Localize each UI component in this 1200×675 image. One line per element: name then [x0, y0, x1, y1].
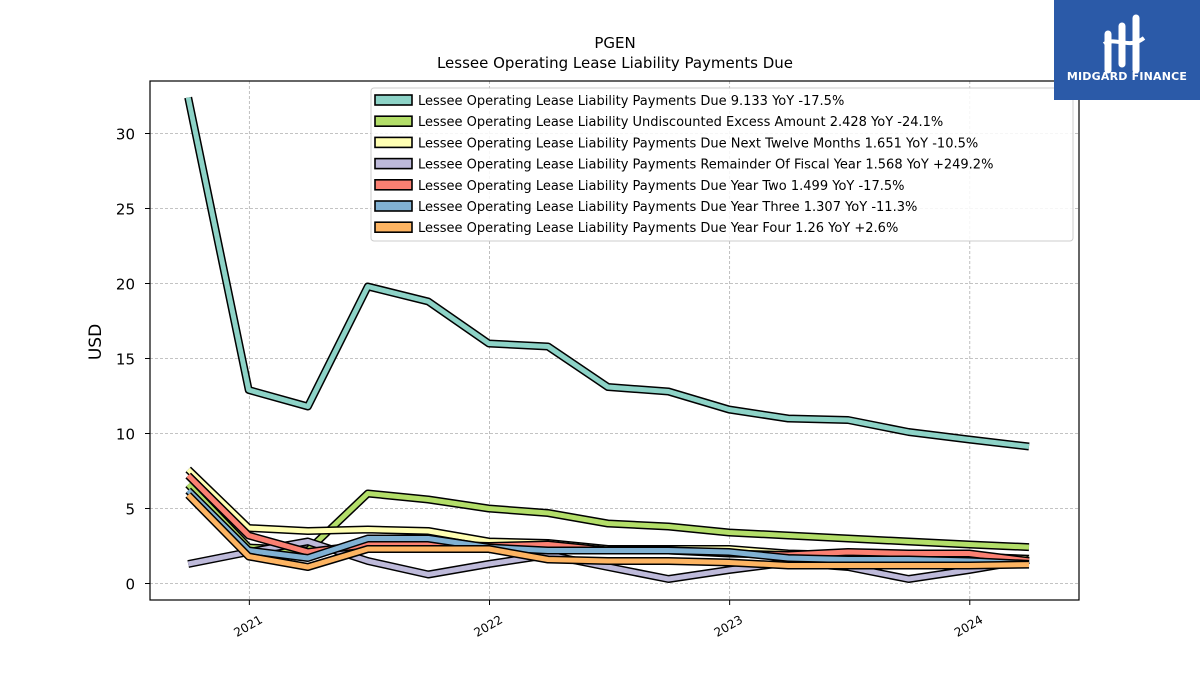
y-tick-label: 20	[116, 276, 135, 294]
series-line-fill	[185, 96, 1030, 449]
series-line-fill	[186, 488, 1030, 567]
y-tick-label: 0	[125, 576, 135, 594]
plot-frame	[149, 80, 1080, 601]
series-line-6	[185, 487, 1030, 568]
y-tick-label: 5	[125, 501, 135, 519]
legend-swatch	[374, 179, 413, 191]
brand-logo: MIDGARD FINANCE	[1054, 0, 1200, 100]
legend: Lessee Operating Lease Liability Payment…	[370, 87, 1074, 242]
x-tick-label: 2022	[472, 612, 505, 639]
x-tick-label: 2021	[231, 612, 264, 639]
legend-entry: Lessee Operating Lease Liability Payment…	[418, 221, 898, 236]
x-tick-label: 2023	[712, 612, 745, 639]
y-tick-label: 25	[116, 201, 135, 219]
midgard-logo-icon	[1102, 14, 1146, 74]
legend-swatch	[374, 136, 413, 149]
legend-entry: Lessee Operating Lease Liability Payment…	[418, 200, 917, 215]
legend-entry: Lessee Operating Lease Liability Payment…	[418, 179, 904, 194]
x-axis-ticks: 2021 2022 2023 2024	[231, 600, 985, 640]
legend-swatch	[374, 200, 413, 212]
x-tick-label: 2024	[952, 612, 985, 639]
legend-swatch	[374, 115, 413, 127]
chart-subtitle: Lessee Operating Lease Liability Payment…	[437, 54, 793, 72]
legend-entry: Lessee Operating Lease Liability Payment…	[418, 94, 844, 109]
legend-entry: Lessee Operating Lease Liability Payment…	[418, 158, 993, 173]
legend-swatch	[374, 221, 413, 233]
legend-box	[370, 87, 1074, 242]
y-tick-label: 30	[116, 126, 135, 144]
series-line-fill	[186, 493, 1030, 570]
y-tick-label: 10	[116, 426, 135, 444]
legend-entry: Lessee Operating Lease Liability Undisco…	[418, 115, 943, 130]
series-line-1	[184, 96, 1030, 451]
brand-logo-text: MIDGARD FINANCE	[1066, 70, 1188, 83]
legend-entry: Lessee Operating Lease Liability Payment…	[418, 136, 978, 151]
legend-swatch	[374, 94, 413, 106]
y-axis-label: USD	[86, 324, 106, 360]
legend-swatch	[374, 157, 413, 170]
series-line-7	[185, 492, 1030, 571]
y-tick-label: 15	[116, 351, 135, 369]
chart-title: PGEN	[594, 34, 635, 52]
series-layer	[184, 96, 1030, 583]
y-axis-ticks: 0 5 10 15 20 25 30	[116, 126, 150, 594]
